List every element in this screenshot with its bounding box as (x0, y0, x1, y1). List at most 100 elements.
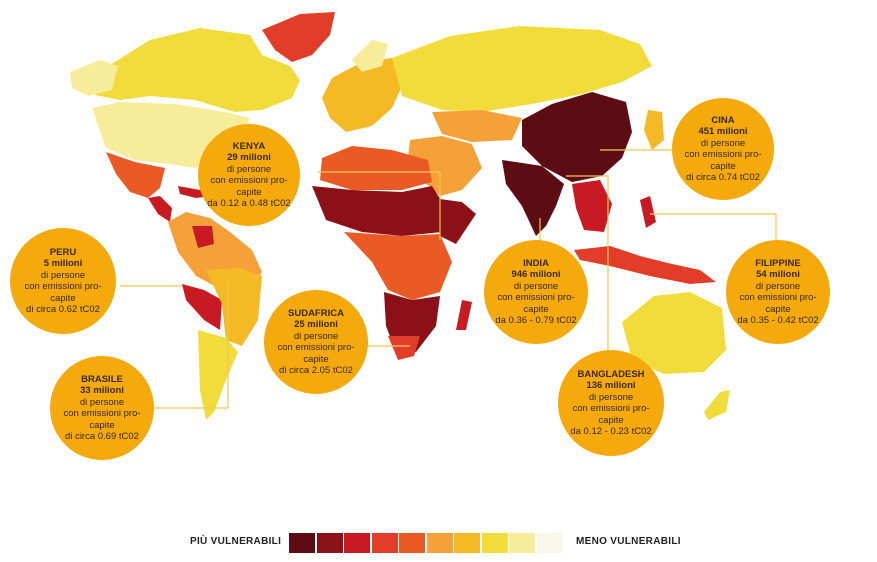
callout-india: INDIA 946 milioni di persone con emissio… (484, 240, 588, 344)
callout-country: FILIPPINE (755, 257, 801, 269)
callout-count: 29 milioni (227, 152, 271, 163)
callout-count: 5 milioni (43, 258, 83, 269)
callout-text: di persone (513, 280, 559, 292)
callout-text: capite (236, 186, 262, 198)
callout-text: capite (89, 419, 115, 431)
callout-text: con emissioni pro- (739, 292, 817, 303)
region-madagascar (456, 300, 472, 330)
callout-text: di persone (79, 396, 125, 408)
callout-count: 54 milioni (756, 269, 800, 280)
legend-swatch-10 (536, 533, 563, 553)
leader-line-brasile (150, 282, 229, 409)
callout-text: capite (765, 303, 791, 315)
callout-emissions: da 0.12 - 0.23 tC02 (570, 426, 652, 437)
callout-count: 136 milioni (586, 380, 636, 391)
region-japan (644, 110, 664, 150)
callout-emissions: di circa 2.05 tC02 (279, 365, 353, 376)
callout-count: 946 milioni (511, 269, 561, 280)
callout-text: con emissioni pro- (63, 408, 141, 419)
region-mexico (106, 152, 165, 198)
legend-swatch-3 (344, 533, 370, 553)
region-indonesia (574, 246, 716, 284)
region-europe (322, 58, 402, 132)
callout-emissions: da 0.35 - 0.42 tC02 (737, 315, 819, 326)
callout-text: capite (303, 353, 329, 365)
region-central-america (148, 196, 172, 222)
region-greenland (262, 12, 335, 62)
callout-country: KENYA (232, 140, 266, 152)
legend-swatch-6 (426, 533, 453, 553)
callout-count: 451 milioni (698, 126, 748, 137)
region-horn-of-africa (432, 198, 476, 244)
region-india (502, 160, 564, 236)
region-canada (95, 28, 300, 112)
region-southeast-asia (572, 180, 612, 232)
callout-peru: PERU 5 milioni di persone con emissioni … (10, 228, 116, 334)
vulnerability-legend: PIÙ VULNERABILI MENO VULNERABILI (0, 530, 877, 556)
region-peru-bolivia (182, 284, 222, 330)
callout-text: con emissioni pro- (684, 149, 762, 160)
callout-filippine: FILIPPINE 54 milioni di persone con emis… (726, 240, 830, 344)
callout-text: capite (710, 160, 736, 172)
region-south-africa (388, 336, 420, 360)
callout-emissions: di circa 0.74 tC02 (686, 172, 760, 183)
region-new-zealand (704, 390, 730, 420)
callout-country: BANGLADESH (577, 368, 645, 380)
region-scandinavia (352, 40, 388, 72)
region-russia (392, 26, 652, 112)
callout-emissions: di circa 0.69 tC02 (65, 431, 139, 442)
region-china (522, 92, 632, 182)
callout-country: INDIA (523, 257, 549, 269)
callout-text: di persone (293, 330, 339, 342)
callout-text: con emissioni pro- (210, 175, 288, 186)
callout-text: di persone (588, 391, 634, 403)
leader-line-bangladesh (566, 175, 609, 354)
legend-swatch-7 (454, 533, 480, 553)
callout-text: capite (598, 414, 624, 426)
legend-swatch-2 (316, 533, 343, 553)
callout-text: capite (523, 303, 549, 315)
callout-emissions: di circa 0.62 tC02 (26, 304, 100, 315)
legend-right-label: MENO VULNERABILI (576, 536, 681, 547)
callout-emissions: da 0.12 a 0.48 tC02 (207, 198, 291, 209)
callout-text: capite (50, 292, 76, 304)
region-sahel (312, 186, 446, 236)
callout-text: di persone (40, 269, 86, 281)
leader-lines (120, 149, 777, 409)
callout-bangladesh: BANGLADESH 136 milioni di persone con em… (558, 350, 664, 456)
legend-swatches (289, 533, 564, 553)
legend-swatch-4 (371, 533, 398, 553)
region-philippines (640, 196, 656, 228)
callout-text: con emissioni pro- (572, 403, 650, 414)
callout-text: di persone (755, 280, 801, 292)
region-venezuela (192, 226, 214, 248)
callout-text: con emissioni pro- (24, 281, 102, 292)
region-north-africa (320, 146, 432, 190)
callout-text: di persone (700, 137, 746, 149)
callout-sudafrica: SUDAFRICA 25 milioni di persone con emis… (264, 290, 368, 394)
callout-count: 33 milioni (80, 385, 124, 396)
region-brazil (206, 268, 262, 346)
callout-country: PERU (49, 246, 77, 258)
leader-line-kenya (318, 171, 441, 240)
callout-country: BRASILE (81, 373, 123, 385)
region-alaska (70, 60, 118, 96)
callout-kenya: KENYA 29 milioni di persone con emission… (198, 124, 300, 226)
callout-country: CINA (711, 114, 735, 126)
region-australia (622, 292, 726, 374)
callout-brasile: BRASILE 33 milioni di persone con emissi… (50, 356, 154, 460)
legend-swatch-1 (289, 533, 315, 553)
callout-cina: CINA 451 milioni di persone con emission… (672, 98, 774, 200)
legend-left-label: PIÙ VULNERABILI (190, 536, 282, 547)
region-central-asia (432, 110, 522, 142)
callout-count: 25 milioni (294, 319, 338, 330)
callout-text: di persone (226, 163, 272, 175)
legend-swatch-5 (399, 533, 425, 553)
region-central-africa (344, 232, 452, 300)
callout-country: SUDAFRICA (288, 307, 344, 319)
callout-text: con emissioni pro- (277, 342, 355, 353)
leader-line-filippine (650, 213, 777, 240)
legend-swatch-9 (509, 533, 535, 553)
callout-text: con emissioni pro- (497, 292, 575, 303)
